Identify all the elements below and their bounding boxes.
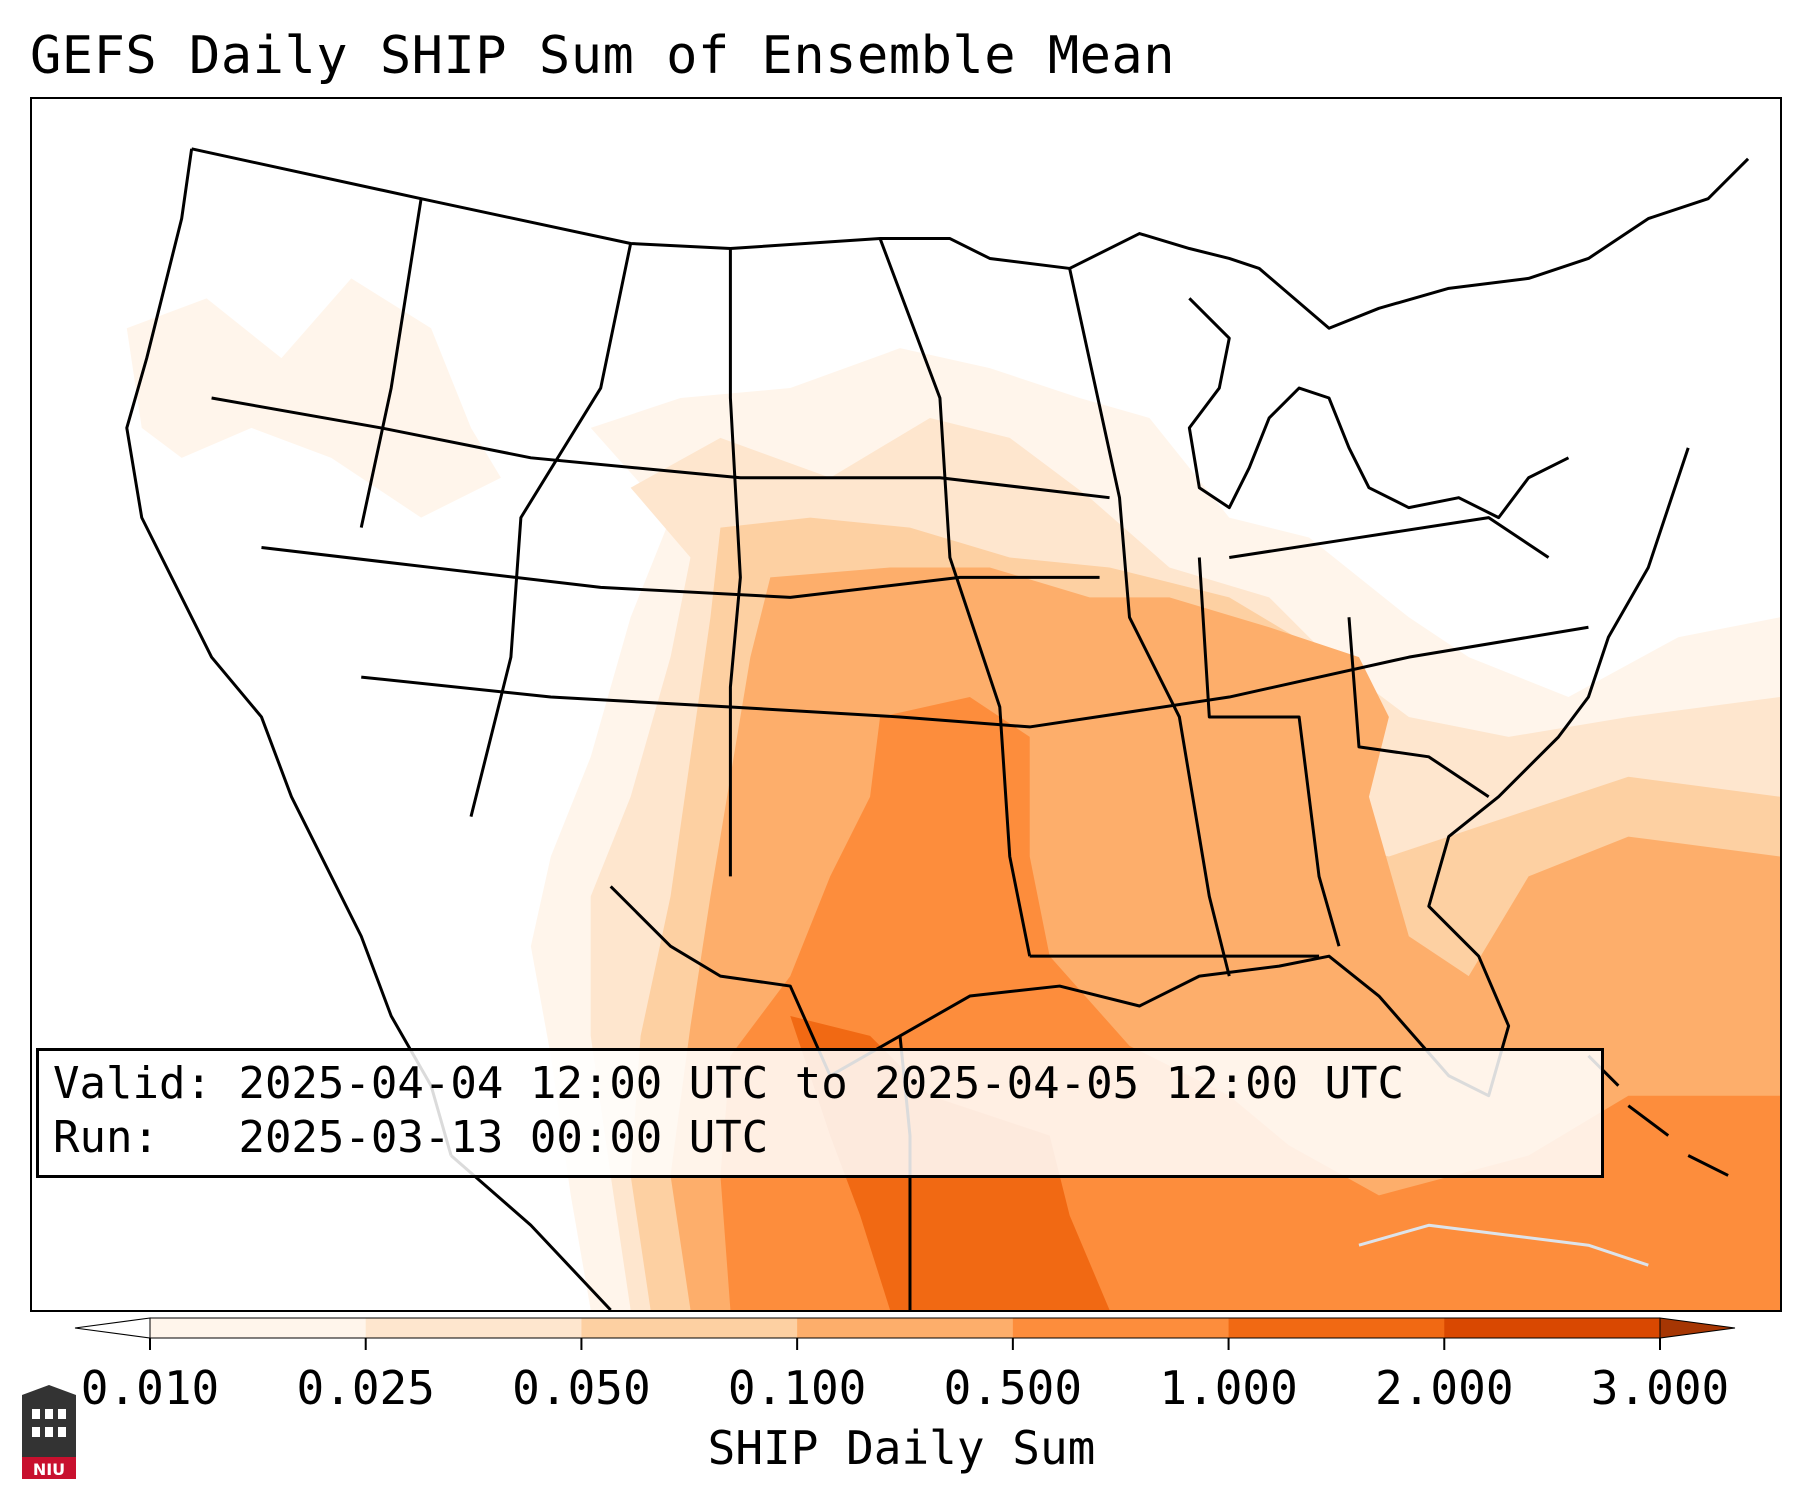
colorbar-tick-label: 3.000 <box>1590 1361 1730 1415</box>
colorbar-segment <box>1228 1318 1445 1338</box>
colorbar-tick-label: 1.000 <box>1159 1361 1298 1415</box>
colorbar-segment <box>1012 1318 1230 1338</box>
boundaries <box>125 147 1750 1310</box>
west-coast <box>125 148 453 1156</box>
ship-region-lightest-west <box>126 278 501 518</box>
interior-lines-11 <box>1347 617 1490 798</box>
interior-lines-6 <box>261 546 1100 599</box>
colorbar-segments <box>149 1317 1661 1339</box>
interior-lines-7 <box>361 625 1589 729</box>
colorbar-segment <box>581 1318 798 1338</box>
map-panel <box>30 97 1782 1312</box>
cuba-outline <box>1358 1223 1649 1267</box>
logo-text: NIU <box>33 1460 65 1479</box>
mexico-outline <box>450 1154 612 1310</box>
colorbar-tick-label: 2.000 <box>1375 1361 1514 1415</box>
interior-lines-4 <box>878 238 1032 957</box>
info-box: Valid: 2025-04-04 12:00 UTC to 2025-04-0… <box>36 1048 1604 1178</box>
colorbar-segment <box>1444 1318 1661 1338</box>
great-lakes <box>1187 297 1570 520</box>
interior-lines-5 <box>211 396 1110 500</box>
niu-logo: NIU <box>22 1385 76 1479</box>
colorbar-label: SHIP Daily Sum <box>707 1421 1096 1475</box>
run-label: Run: <box>53 1112 159 1163</box>
colorbar-tick-label: 0.500 <box>943 1361 1083 1415</box>
logo-tower <box>22 1395 76 1457</box>
interior-lines-10 <box>1229 516 1550 559</box>
interior-lines-8 <box>1068 268 1231 977</box>
colorbar-over-arrow <box>1659 1317 1736 1339</box>
map-title: GEFS Daily SHIP Sum of Ensemble Mean <box>30 26 1176 86</box>
interior-lines-9 <box>1197 557 1341 947</box>
canada-us-border <box>191 147 1750 330</box>
interior-lines-2 <box>469 243 633 817</box>
colorbar <box>74 1317 1736 1350</box>
colorbar-tick-label: 0.100 <box>727 1361 867 1415</box>
colorbar-tick-label: 0.050 <box>512 1361 651 1415</box>
colorbar-segment <box>150 1318 367 1338</box>
colorbar-under-arrow <box>74 1317 151 1339</box>
colorbar-segment <box>365 1318 582 1338</box>
run-value: 2025-03-13 00:00 UTC <box>238 1112 769 1163</box>
interior-lines-3 <box>728 248 742 877</box>
valid-label: Valid: <box>53 1058 212 1109</box>
colorbar-tick-label: 0.010 <box>80 1361 220 1415</box>
colorbar-segment <box>797 1318 1014 1338</box>
logo-band <box>22 1457 76 1479</box>
valid-value: 2025-04-04 12:00 UTC to 2025-04-05 12:00… <box>238 1058 1405 1109</box>
colorbar-ticks <box>149 1338 1661 1350</box>
colorbar-tick-label: 0.025 <box>296 1361 435 1415</box>
interior-lines-1 <box>359 198 423 528</box>
